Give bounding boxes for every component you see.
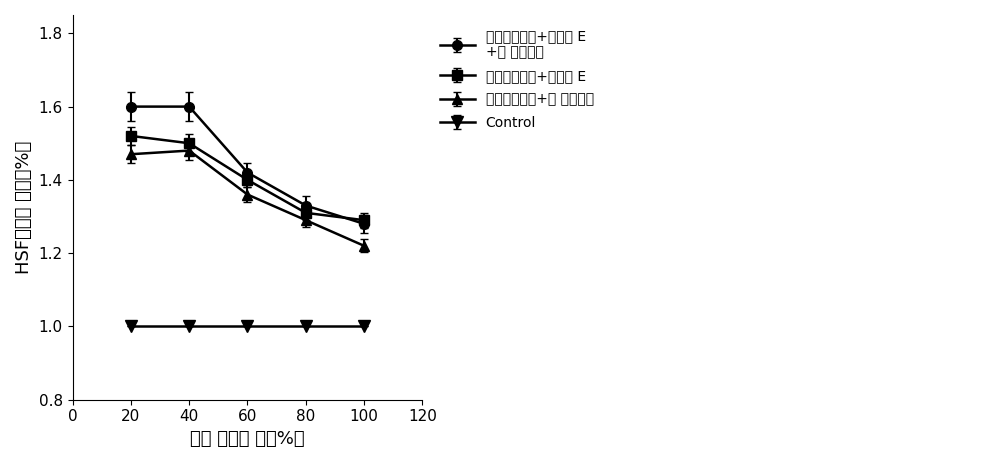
X-axis label: 干细 胞浓缩 液（%）: 干细 胞浓缩 液（%） bbox=[190, 430, 305, 448]
Y-axis label: HSF细胞存 活率（%）: HSF细胞存 活率（%） bbox=[15, 141, 33, 274]
Legend: 干细胞浓缩液+维生素 E
+人 参提取物, 干细胞浓缩液+维生素 E, 干细胞浓缩液+人 参提取物, Control: 干细胞浓缩液+维生素 E +人 参提取物, 干细胞浓缩液+维生素 E, 干细胞浓… bbox=[433, 22, 601, 137]
